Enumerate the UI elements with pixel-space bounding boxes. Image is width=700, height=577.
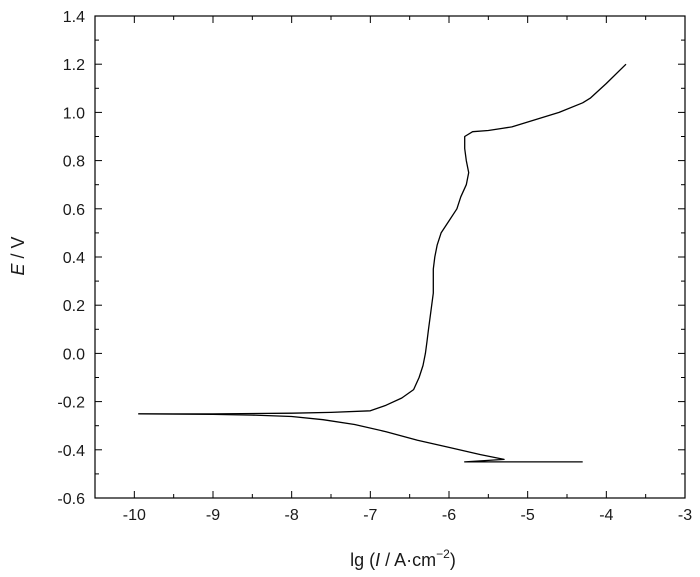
y-axis-title-unit: / V	[8, 236, 28, 263]
x-axis-title-sup: −2	[436, 547, 450, 561]
x-tick-label: -10	[123, 507, 146, 524]
x-axis-title-unit: / A·cm	[380, 550, 436, 570]
x-tick-label: -8	[285, 507, 299, 524]
x-tick-label: -5	[521, 507, 535, 524]
y-tick-label: 0.6	[63, 202, 85, 219]
y-tick-label: -0.4	[57, 443, 85, 460]
y-tick-label: 0.0	[63, 346, 85, 363]
x-tick-label: -9	[206, 507, 220, 524]
y-tick-label: 0.4	[63, 250, 85, 267]
y-tick-label: 1.4	[63, 9, 85, 26]
y-axis-title: E / V	[8, 236, 28, 275]
ticks: -10 -9 -8 -7 -6 -5 -4 -3 -0.6 -0.4 -0.2 0.0 0.2 0.4 0.…	[57, 9, 692, 524]
series-layer	[138, 63, 627, 463]
plot-frame	[94, 15, 686, 499]
y-tick-label: 0.2	[63, 298, 85, 315]
y-tick-label: 0.8	[63, 154, 85, 171]
x-tick-label: -4	[599, 507, 613, 524]
y-tick-label: -0.2	[57, 395, 85, 412]
y-tick-label: 1.2	[63, 57, 85, 74]
series-cathodic-line	[138, 413, 583, 463]
x-tick-label: -3	[678, 507, 692, 524]
x-axis-title-prefix: lg (	[350, 550, 375, 570]
axes	[94, 15, 686, 499]
x-axis-title-suffix: )	[450, 550, 456, 570]
y-axis-title-variable: E	[8, 263, 28, 276]
x-tick-label: -6	[442, 507, 456, 524]
y-tick-label: 1.0	[63, 105, 85, 122]
y-tick-label: -0.6	[57, 491, 85, 508]
x-axis-title: lg (I / A·cm−2)	[350, 547, 456, 570]
series-anodic-line	[138, 63, 627, 415]
x-tick-label: -7	[363, 507, 377, 524]
x-axis-title-variable: I	[375, 550, 380, 570]
